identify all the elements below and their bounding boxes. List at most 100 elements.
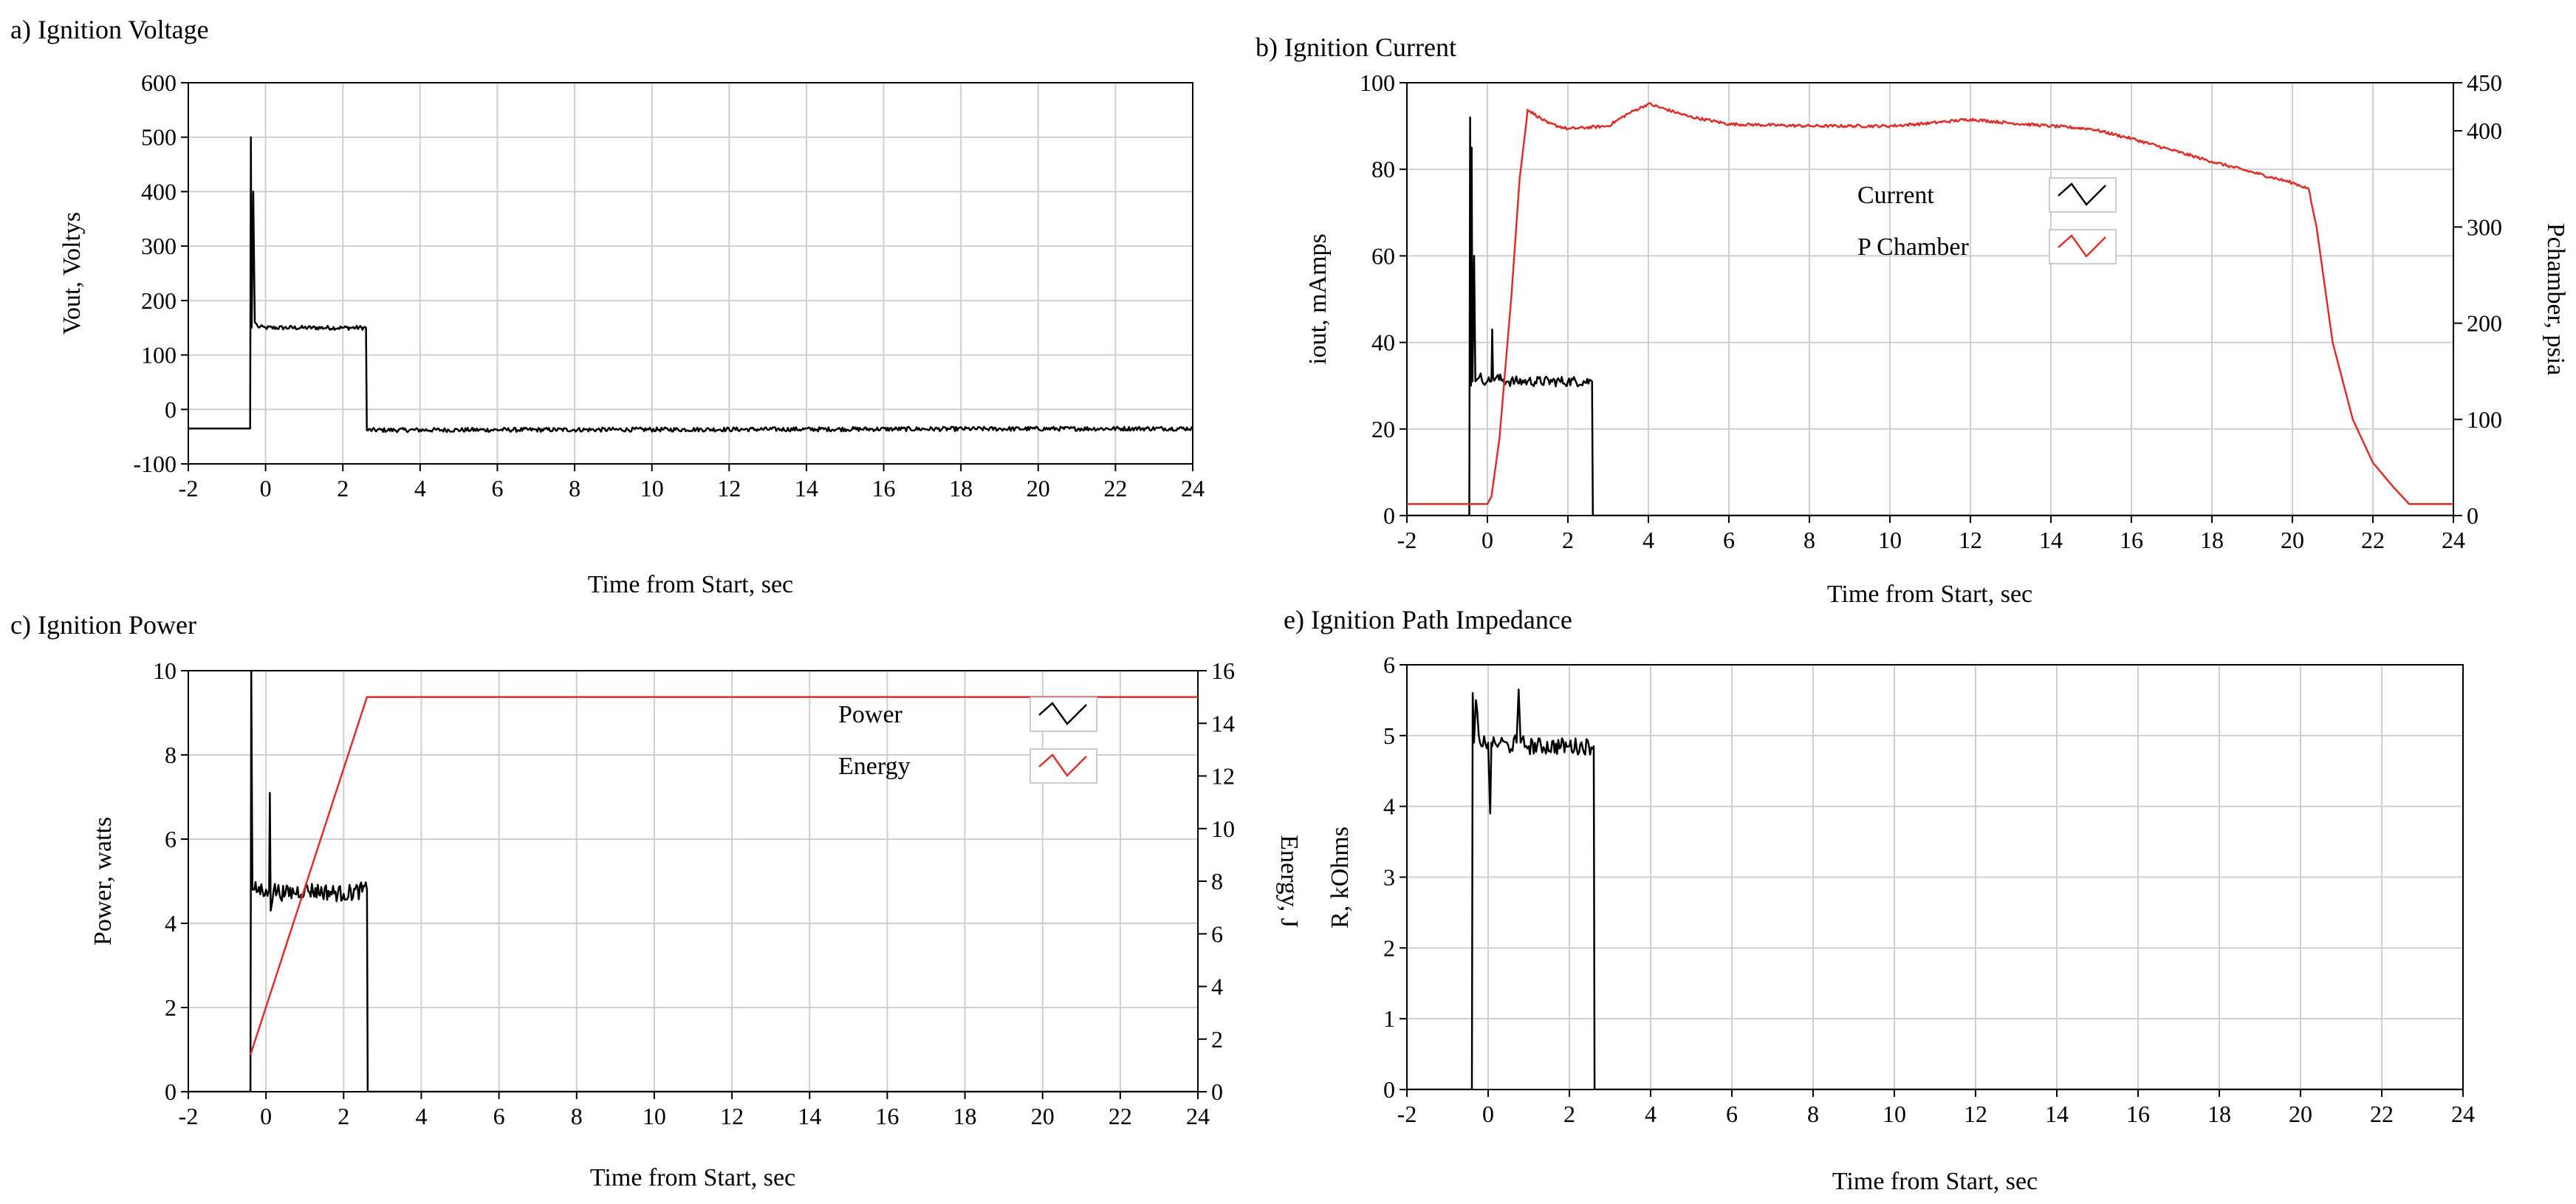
x-tick-label: 2: [1563, 1101, 1575, 1127]
y-tick-label: 40: [1371, 329, 1395, 356]
y-tick-label: 80: [1371, 156, 1395, 182]
x-tick-label: 14: [2045, 1101, 2069, 1127]
x-tick-label: -2: [179, 475, 199, 502]
y-tick-label: 100: [141, 342, 177, 369]
x-tick-label: 8: [1807, 1101, 1819, 1127]
x-tick-label: 18: [953, 1103, 977, 1129]
y-tick-label: 1: [1383, 1005, 1395, 1032]
series-line-power: [188, 669, 1198, 1092]
x-tick-label: 16: [872, 475, 896, 502]
x-tick-label: 2: [338, 1103, 349, 1129]
y-tick-label: 10: [153, 657, 177, 684]
x-tick-label: 14: [798, 1103, 821, 1129]
y-tick-label: 6: [165, 826, 177, 852]
x-tick-label: 20: [1031, 1103, 1055, 1129]
x-tick-label: 10: [1883, 1101, 1906, 1127]
x-tick-label: 8: [569, 475, 580, 502]
legend-label: Current: [1857, 182, 1934, 209]
series-line-p-chamber: [1407, 102, 2453, 505]
y-tick-label: 4: [165, 910, 177, 937]
y2-tick-label: 4: [1211, 974, 1223, 1000]
y2-tick-label: 12: [1211, 763, 1235, 790]
x-tick-label: 18: [949, 475, 973, 502]
x-tick-label: 10: [643, 1103, 666, 1129]
series-line-energy: [249, 696, 1198, 1056]
y-tick-label: 100: [1360, 69, 1395, 96]
chart-power: -2 0 2 4 6 8 10 12 14 16 18 20 22 2402468100246810121…: [10, 610, 1303, 1191]
y-tick-label: 600: [141, 69, 177, 96]
gridlines: [1407, 83, 2453, 516]
x-tick-label: 10: [1878, 527, 1902, 553]
y2-tick-label: 16: [1211, 657, 1235, 684]
y-tick-label: 0: [165, 396, 177, 423]
y-tick-label: 6: [1383, 651, 1395, 678]
x-tick-label: 8: [1803, 527, 1815, 553]
x-tick-label: 22: [1103, 475, 1127, 502]
y-tick-label: 400: [141, 178, 177, 205]
x-tick-label: 24: [2451, 1101, 2475, 1127]
x-tick-label: 12: [717, 475, 741, 502]
x-tick-label: 2: [1562, 527, 1574, 553]
x-axis-label: Time from Start, sec: [1832, 1168, 2038, 1195]
x-tick-label: 0: [1481, 527, 1493, 553]
plot-frame: [1406, 82, 2454, 516]
x-tick-label: 0: [260, 475, 272, 502]
y2-tick-label: 200: [2467, 310, 2502, 337]
y2-tick-label: 14: [1211, 710, 1235, 736]
x-tick-label: 22: [2370, 1101, 2394, 1127]
x-tick-label: 12: [1959, 527, 1982, 553]
gridlines: [188, 83, 1193, 464]
y-axis-label: Power, watts: [89, 817, 117, 945]
legend-swatch-line: [1038, 702, 1087, 725]
x-axis-label: Time from Start, sec: [1827, 581, 2032, 608]
chart-title: b) Ignition Current: [1256, 33, 1456, 62]
x-tick-label: 6: [491, 475, 503, 502]
y-tick-label: 60: [1371, 242, 1395, 269]
x-tick-label: 12: [720, 1103, 744, 1129]
x-tick-label: 4: [1645, 1101, 1657, 1127]
y-tick-label: 0: [1383, 502, 1395, 529]
chart-title: c) Ignition Power: [10, 610, 196, 640]
x-tick-label: 0: [1482, 1101, 1494, 1127]
y-tick-label: 5: [1383, 722, 1395, 749]
series-line-current: [1407, 116, 2453, 516]
y-axis-label: R, kOhms: [1326, 827, 1354, 928]
y-tick-label: 2: [165, 994, 177, 1021]
y-tick-label: 200: [141, 287, 177, 314]
x-tick-label: 16: [2120, 527, 2143, 553]
plot-frame: [188, 82, 1193, 465]
y2-tick-label: 0: [2467, 502, 2479, 529]
series-line-signal: [188, 136, 1193, 434]
series-line-signal: [1407, 688, 2463, 1090]
y2-tick-label: 6: [1211, 920, 1223, 947]
chart-voltage: -2 0 2 4 6 8 10 12 14 16 18 20 22 24-1000100200300400…: [10, 15, 1205, 598]
x-tick-label: 4: [414, 475, 426, 502]
legend-label: Energy: [838, 753, 911, 780]
x-tick-label: 22: [1109, 1103, 1132, 1129]
x-tick-label: -2: [1397, 1101, 1417, 1127]
y2-tick-label: 100: [2467, 406, 2502, 433]
legend-label: Power: [838, 701, 903, 728]
y2-tick-label: 400: [2467, 117, 2502, 144]
y-axis-label: Vout, Voltys: [58, 212, 86, 335]
x-tick-label: 22: [2361, 527, 2385, 553]
x-tick-label: 24: [1186, 1103, 1210, 1129]
y2-tick-label: 2: [1211, 1026, 1223, 1053]
x-tick-label: 6: [493, 1103, 505, 1129]
y-tick-label: 0: [165, 1078, 177, 1105]
x-axis-label: Time from Start, sec: [588, 571, 793, 598]
chart-current: -2 0 2 4 6 8 10 12 14 16 18 20 22 2402040608010001002…: [1256, 33, 2569, 608]
y-axis-label: iout, mAmps: [1304, 233, 1332, 365]
y-tick-label: 4: [1383, 793, 1395, 820]
legend: Power Energy: [838, 697, 1097, 784]
legend-swatch-line: [1038, 753, 1087, 777]
legend-swatch-line: [2058, 182, 2106, 206]
y-tick-label: 500: [141, 124, 177, 151]
x-tick-label: 18: [2207, 1101, 2231, 1127]
y2-tick-label: 10: [1211, 815, 1235, 842]
x-tick-label: 20: [2289, 1101, 2312, 1127]
x-tick-label: 8: [571, 1103, 583, 1129]
x-tick-label: -2: [179, 1103, 199, 1129]
